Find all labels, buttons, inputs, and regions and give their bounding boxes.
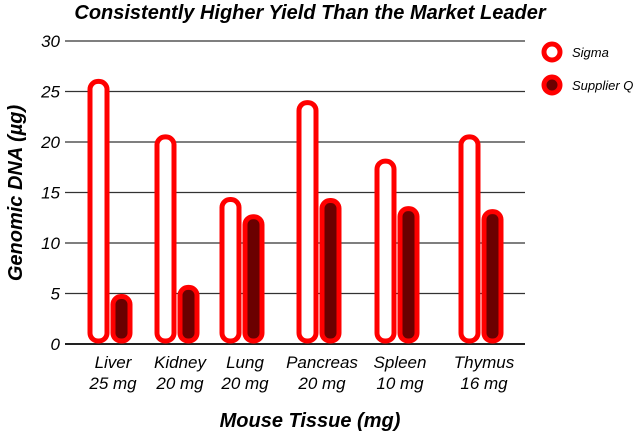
bar-supplier-q-liver xyxy=(110,294,133,344)
x-tick-label-tissue: Spleen xyxy=(374,353,427,372)
x-tick-label-tissue: Kidney xyxy=(154,353,207,372)
x-tick-label-tissue: Liver xyxy=(95,353,133,372)
y-tick-label: 10 xyxy=(41,234,60,253)
y-axis-label: Genomic DNA (µg) xyxy=(5,104,27,281)
bar-sigma-lung xyxy=(219,197,242,344)
y-tick-label: 5 xyxy=(51,285,61,304)
y-tick-labels: 0 5 10 15 20 25 30 xyxy=(40,32,60,354)
legend: Sigma Supplier Q xyxy=(541,41,633,96)
bar-supplier-q-spleen xyxy=(397,206,420,344)
bar-supplier-q-pancreas xyxy=(319,198,342,344)
x-tick-label-amount: 25 mg xyxy=(88,374,137,393)
x-tick-label-amount: 16 mg xyxy=(460,374,508,393)
x-tick-label-amount: 10 mg xyxy=(376,374,424,393)
chart-title: Consistently Higher Yield Than the Marke… xyxy=(74,2,546,24)
y-tick-label: 30 xyxy=(41,32,60,51)
legend-marker-supplier-q xyxy=(541,74,563,96)
x-tick-label-tissue: Pancreas xyxy=(286,353,358,372)
bar-supplier-q-lung xyxy=(242,214,265,344)
bars xyxy=(87,78,504,344)
bar-sigma-spleen xyxy=(374,158,397,344)
y-tick-label: 25 xyxy=(40,83,60,102)
x-tick-label-tissue: Lung xyxy=(226,353,264,372)
y-tick-label: 0 xyxy=(51,335,61,354)
x-axis-label: Mouse Tissue (mg) xyxy=(220,410,401,432)
bar-sigma-pancreas xyxy=(296,100,319,344)
x-tick-label-tissue: Thymus xyxy=(454,353,515,372)
legend-marker-sigma xyxy=(541,41,563,63)
bar-supplier-q-thymus xyxy=(481,209,504,344)
legend-label-supplier-q: Supplier Q xyxy=(572,78,633,93)
gridlines xyxy=(65,40,525,345)
legend-label-sigma: Sigma xyxy=(572,45,609,60)
x-tick-label-amount: 20 mg xyxy=(155,374,204,393)
y-tick-label: 20 xyxy=(40,133,60,152)
x-tick-label-amount: 20 mg xyxy=(297,374,346,393)
bar-sigma-kidney xyxy=(154,134,177,344)
x-tick-labels: Liver 25 mg Kidney 20 mg Lung 20 mg Pancreas 20… xyxy=(88,353,514,393)
y-tick-label: 15 xyxy=(41,184,60,203)
x-tick-label-amount: 20 mg xyxy=(220,374,269,393)
bar-sigma-thymus xyxy=(458,134,481,344)
bar-supplier-q-kidney xyxy=(177,284,200,344)
bar-sigma-liver xyxy=(87,78,110,344)
